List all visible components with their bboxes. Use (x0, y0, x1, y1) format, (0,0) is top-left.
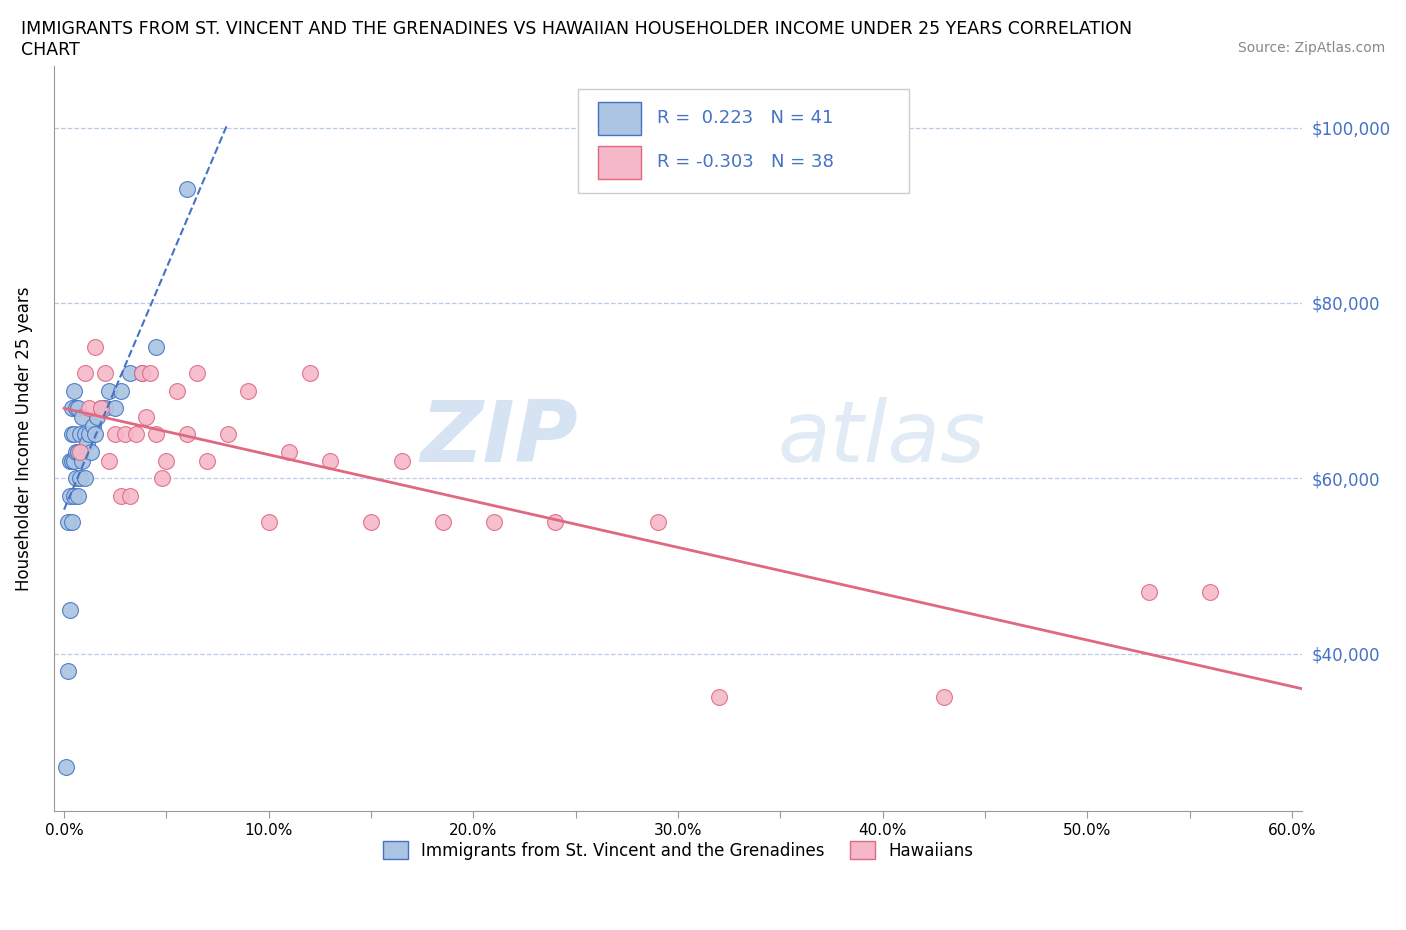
Point (83, 427, 105, 442)
Point (65, 401, 87, 416)
Text: IMMIGRANTS FROM ST. VINCENT AND THE GRENADINES VS HAWAIIAN HOUSEHOLDER INCOME UN: IMMIGRANTS FROM ST. VINCENT AND THE GREN… (21, 20, 1132, 38)
Point (67, 401, 90, 416)
Point (77, 427, 100, 442)
Point (118, 488, 141, 503)
Point (298, 365, 321, 380)
Point (278, 445, 301, 459)
Point (186, 365, 208, 380)
Point (135, 409, 157, 424)
Point (217, 427, 239, 442)
Point (118, 365, 141, 380)
Point (932, 690, 955, 705)
Point (257, 514, 280, 529)
Point (544, 514, 567, 529)
Text: Source: ZipAtlas.com: Source: ZipAtlas.com (1237, 41, 1385, 55)
Point (104, 427, 127, 442)
Point (110, 488, 132, 503)
Point (98, 453, 121, 468)
Text: CHART: CHART (21, 41, 80, 59)
Point (69, 445, 91, 459)
Point (63, 383, 86, 398)
Point (69, 427, 91, 442)
Point (86, 409, 108, 424)
Point (59, 488, 82, 503)
Point (60, 514, 83, 529)
Point (56, 664, 79, 679)
Text: atlas: atlas (778, 397, 986, 480)
Point (73, 471, 96, 485)
Point (90, 401, 112, 416)
Legend: Immigrants from St. Vincent and the Grenadines, Hawaiians: Immigrants from St. Vincent and the Gren… (377, 835, 980, 867)
Point (67, 445, 90, 459)
FancyBboxPatch shape (578, 88, 908, 193)
Point (238, 383, 260, 398)
Point (60, 401, 83, 416)
Point (176, 181, 198, 196)
Point (69, 471, 91, 485)
Point (647, 514, 669, 529)
Point (63, 427, 86, 442)
Point (707, 690, 730, 705)
Point (94, 401, 117, 416)
Point (104, 401, 127, 416)
Point (83, 339, 105, 354)
Point (65, 471, 87, 485)
Point (63, 453, 86, 468)
Point (150, 471, 173, 485)
Point (176, 427, 198, 442)
Point (73, 365, 96, 380)
Point (131, 365, 153, 380)
Point (60, 453, 83, 468)
Point (1199, 585, 1222, 600)
Point (59, 453, 82, 468)
Point (98, 383, 121, 398)
Point (79, 445, 101, 459)
Point (319, 453, 342, 468)
Point (114, 427, 136, 442)
Text: R = -0.303   N = 38: R = -0.303 N = 38 (657, 153, 834, 171)
Point (155, 453, 177, 468)
Point (90, 401, 112, 416)
Point (60, 427, 83, 442)
Point (195, 453, 218, 468)
Point (77, 401, 100, 416)
Point (145, 339, 167, 354)
Point (82, 418, 104, 433)
Point (55, 760, 77, 775)
Point (110, 383, 132, 398)
Point (94, 365, 117, 380)
Y-axis label: Householder Income Under 25 years: Householder Income Under 25 years (15, 286, 32, 591)
Point (76, 435, 98, 450)
Point (72, 453, 94, 468)
Point (1137, 585, 1160, 600)
Point (65, 445, 87, 459)
Point (391, 453, 413, 468)
Point (73, 427, 96, 442)
Point (72, 409, 94, 424)
Point (432, 514, 454, 529)
Point (139, 365, 162, 380)
FancyBboxPatch shape (598, 101, 641, 135)
Text: ZIP: ZIP (420, 397, 578, 480)
Point (360, 514, 382, 529)
Point (166, 383, 188, 398)
Point (63, 488, 86, 503)
Point (131, 365, 153, 380)
FancyBboxPatch shape (598, 146, 641, 179)
Point (59, 603, 82, 618)
Point (482, 514, 505, 529)
Point (56, 514, 79, 529)
Point (125, 427, 148, 442)
Point (145, 427, 167, 442)
Text: R =  0.223   N = 41: R = 0.223 N = 41 (657, 109, 834, 126)
Point (67, 488, 90, 503)
